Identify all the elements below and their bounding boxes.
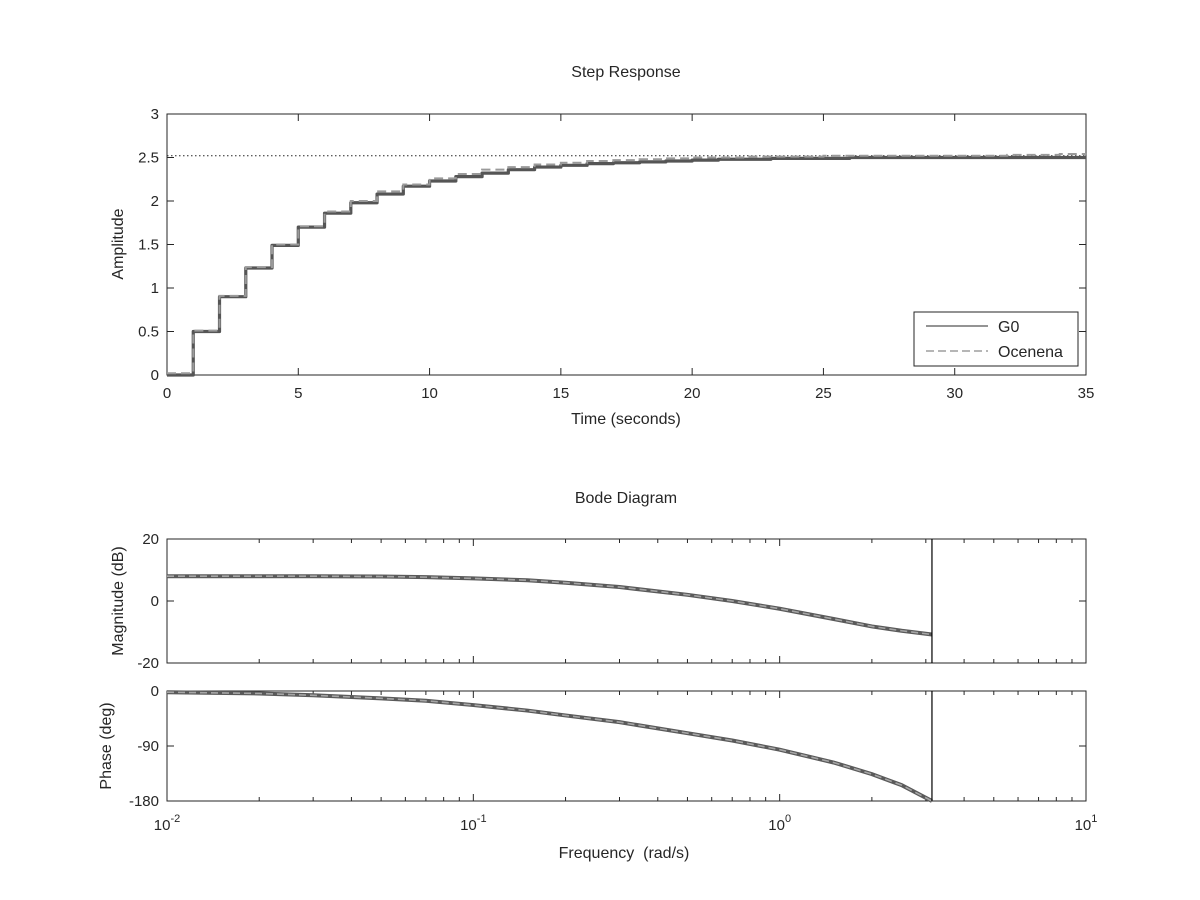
bode-xtick-label: 101 bbox=[1075, 813, 1098, 834]
step-xtick-label: 5 bbox=[294, 385, 302, 402]
magnitude-ytick-label: 20 bbox=[142, 531, 159, 548]
bode-xlabel: Frequency (rad/s) bbox=[559, 845, 690, 862]
magnitude-ytick-label: -20 bbox=[137, 655, 159, 672]
phase-ytick-label: 0 bbox=[151, 683, 159, 700]
step-ytick-label: 1.5 bbox=[138, 237, 159, 254]
magnitude-series-ocenena bbox=[167, 575, 933, 636]
step-xtick-label: 25 bbox=[815, 385, 832, 402]
step-response-panel: Step Response 0 5 10 15 20 25 30 35 0 0.5 1 1.5 2 2.5… bbox=[110, 64, 1094, 428]
step-response-title: Step Response bbox=[571, 64, 681, 81]
magnitude-ytick-label: 0 bbox=[151, 593, 159, 610]
step-ytick-label: 0.5 bbox=[138, 324, 159, 341]
legend-box bbox=[913, 311, 1079, 367]
bode-xtick-label: 100 bbox=[768, 813, 791, 834]
step-response-ylabel: Amplitude bbox=[110, 208, 127, 279]
phase-ytick-label: -180 bbox=[129, 793, 159, 810]
step-response-legend: G0 Ocenena bbox=[913, 311, 1079, 367]
bode-magnitude-axes bbox=[166, 538, 1087, 664]
step-xtick-label: 20 bbox=[684, 385, 701, 402]
step-xtick-label: 10 bbox=[421, 385, 438, 402]
step-ytick-label: 3 bbox=[151, 106, 159, 123]
bode-panel: Bode Diagram 10-2 10-1 100 101 20 0 -20 0 -90 -18… bbox=[98, 490, 1097, 862]
step-response-ticks: 0 5 10 15 20 25 30 35 0 0.5 1 1.5 2 2.5 3 bbox=[138, 106, 1094, 402]
step-xtick-label: 30 bbox=[946, 385, 963, 402]
step-response-xlabel: Time (seconds) bbox=[571, 411, 681, 428]
step-ytick-label: 2.5 bbox=[138, 150, 159, 167]
bode-title: Bode Diagram bbox=[575, 490, 677, 507]
bode-phase-ylabel: Phase (deg) bbox=[98, 702, 115, 789]
step-xtick-label: 15 bbox=[553, 385, 570, 402]
bode-magnitude-ylabel: Magnitude (dB) bbox=[110, 546, 127, 655]
phase-ytick-label: -90 bbox=[137, 738, 159, 755]
step-series-ocenena bbox=[167, 153, 1087, 375]
bode-phase-axes bbox=[166, 690, 1087, 802]
legend-label-ocenena: Ocenena bbox=[998, 344, 1063, 361]
phase-series-ocenena bbox=[166, 691, 933, 802]
step-xtick-label: 0 bbox=[163, 385, 171, 402]
legend-label-g0: G0 bbox=[998, 319, 1019, 336]
step-xtick-label: 35 bbox=[1078, 385, 1095, 402]
step-ytick-label: 0 bbox=[151, 367, 159, 384]
bode-ticks: 10-2 10-1 100 101 20 0 -20 0 -90 -180 bbox=[129, 531, 1097, 834]
bode-xtick-label: 10-1 bbox=[460, 813, 486, 834]
step-ytick-label: 2 bbox=[151, 193, 159, 210]
bode-xtick-label: 10-2 bbox=[154, 813, 180, 834]
step-ytick-label: 1 bbox=[151, 280, 159, 297]
